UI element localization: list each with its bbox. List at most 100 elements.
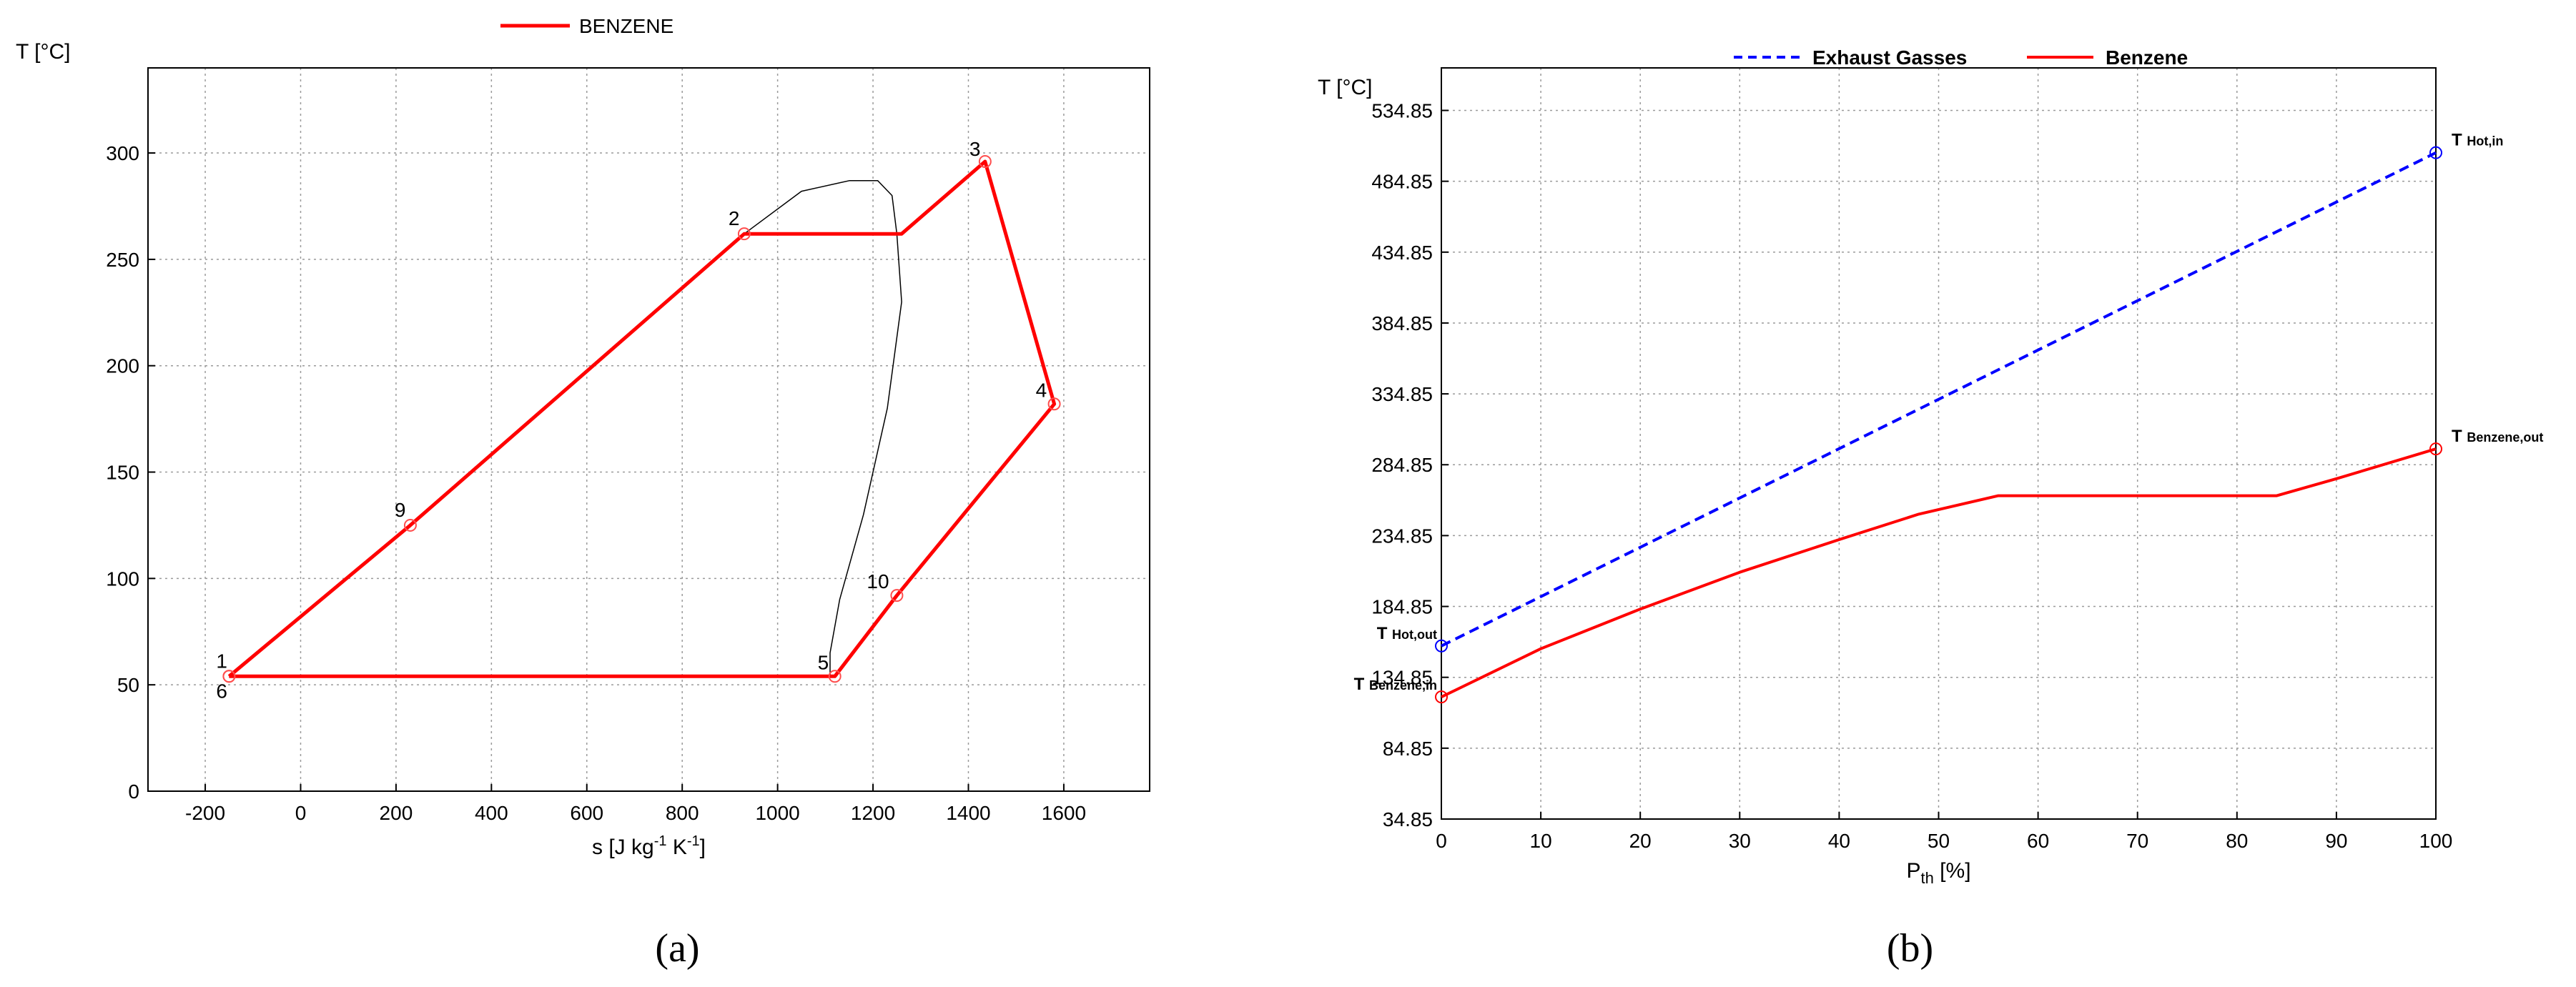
- panel-b-y-tick-label: 484.85: [1371, 171, 1433, 193]
- panel-b-endpoint-marker: [2429, 442, 2442, 456]
- panel-b-endpoint-label: T Benzene,in: [1354, 675, 1437, 694]
- panel-b-y-tick-label: 184.85: [1371, 596, 1433, 618]
- panel-b-endpoint-label-main: T: [2452, 131, 2467, 150]
- panel-a-point-label: 5: [818, 651, 829, 673]
- panel-b-x-tick-label: 10: [1530, 830, 1552, 852]
- panel-a-x-tick-label: 200: [380, 802, 413, 824]
- panel-b-endpoint-marker: [2429, 146, 2442, 159]
- panel-b-x-tick-label: 20: [1629, 830, 1652, 852]
- panel-a-series-saturation-curve: [228, 180, 902, 677]
- panel-a-point-label: 4: [1036, 379, 1047, 401]
- panel-b-x-tick-label: 100: [2419, 830, 2453, 852]
- panel-a-x-tick-label: 1600: [1042, 802, 1086, 824]
- panel-b-endpoint-label: T Hot,in: [2452, 131, 2503, 150]
- panel-a-series: [227, 159, 1057, 678]
- panel-a-point-label: 3: [969, 138, 981, 160]
- panel-a-point-label: 10: [867, 570, 889, 592]
- panel-a-x-axis-label: s [J kg-1 K-1]: [592, 833, 706, 859]
- panel-a-point-label: 9: [395, 499, 406, 521]
- panel-b-x-tick-label: 80: [2226, 830, 2248, 852]
- panel-a-point-marker: [828, 670, 842, 683]
- panel-a-series-benzene-cycle: [227, 159, 1057, 678]
- panel-a-x-tick-label: 1200: [851, 802, 895, 824]
- panel-a-point-label: 2: [729, 207, 740, 229]
- panel-a-y-tick-label: 300: [106, 142, 139, 164]
- panel-b-xlabel-sub: th: [1920, 869, 1933, 887]
- panel-a-x-tick-label: -200: [185, 802, 225, 824]
- panel-b-y-axis-label: T [°C]: [1318, 76, 1372, 99]
- panel-b-y-tick-label: 234.85: [1371, 525, 1433, 547]
- panel-b-y-tick-label: 534.85: [1371, 99, 1433, 121]
- panel-b-x-axis-label: Pth [%]: [1906, 859, 1970, 887]
- panel-a-legend-label-benzene: BENZENE: [579, 15, 673, 37]
- panel-a-point-label: 6: [216, 680, 227, 702]
- panel-b-endpoint-label-main: T: [1354, 675, 1369, 694]
- panel-a-x-tick-label: 1000: [755, 802, 799, 824]
- panel-b-endpoint-label-sub: Benzene,out: [2467, 430, 2543, 445]
- panel-a-x-tick-label: 400: [475, 802, 508, 824]
- panel-a-tick-labels: -200 0 200 400 600 800 1000 1200 1400 16000501001…: [106, 142, 1086, 824]
- panel-b-y-tick-label: 34.85: [1383, 808, 1433, 830]
- panel-a-x-tick-label: 0: [295, 802, 307, 824]
- panel-b-endpoint-label-main: T: [1377, 624, 1392, 643]
- panel-b-legend-label-benzene: Benzene: [2106, 46, 2188, 69]
- panel-b-x-tick-label: 30: [1729, 830, 1751, 852]
- panel-a-xlabel-sup1: -1: [654, 833, 667, 849]
- panel-a-point-label: 1: [216, 650, 227, 672]
- panel-b-y-tick-label: 284.85: [1371, 454, 1433, 476]
- panel-b-endpoint-marker: [1435, 639, 1448, 653]
- panel-a-x-tick-label: 800: [666, 802, 699, 824]
- panel-a-grid: [148, 68, 1150, 792]
- panel-b-endpoint-label-sub: Hot,in: [2467, 134, 2503, 149]
- panel-a-y-tick-label: 200: [106, 355, 139, 377]
- panel-b-x-tick-label: 40: [1828, 830, 1850, 852]
- panel-b-y-tick-label: 334.85: [1371, 383, 1433, 405]
- panel-a-x-tick-label: 1400: [946, 802, 990, 824]
- panel-a-xlabel-sup2: -1: [687, 833, 700, 849]
- panel-b-caption: (b): [1887, 926, 1933, 971]
- panel-b-series-benzene: [1441, 447, 2437, 698]
- panel-b-xlabel-main: P: [1906, 859, 1920, 883]
- panel-a-caption-text: (a): [655, 926, 699, 971]
- panel-b-grid: [1441, 68, 2437, 820]
- panel-b-y-tick-label: 434.85: [1371, 242, 1433, 264]
- panel-a-y-axis-label: T [°C]: [16, 40, 70, 64]
- panel-b-plot-frame: [1441, 67, 2437, 820]
- panel-a-plot-frame: [147, 67, 1150, 792]
- panel-b-endpoint-label: T Hot,out: [1377, 624, 1437, 643]
- panel-b-caption-text: (b): [1887, 926, 1933, 971]
- panel-b-x-tick-label: 50: [1928, 830, 1950, 852]
- panel-b-endpoint-marker: [1435, 690, 1448, 704]
- panel-a-caption: (a): [655, 926, 699, 971]
- panel-a-y-tick-label: 100: [106, 567, 139, 590]
- panel-a-x-tick-label: 600: [570, 802, 603, 824]
- panel-a-y-tick-label: 50: [117, 674, 139, 696]
- panel-a-y-tick-label: 250: [106, 249, 139, 271]
- panel-a-legend: BENZENE: [500, 15, 673, 37]
- panel-b-legend: Exhaust Gasses Benzene: [1734, 46, 2188, 69]
- panel-a-point-marker: [890, 589, 904, 602]
- panel-a-point-marker: [222, 670, 236, 683]
- panel-a-xlabel-end: ]: [700, 835, 706, 859]
- panel-a-y-tick-label: 150: [106, 462, 139, 484]
- panel-b-endpoint-label: T Benzene,out: [2452, 427, 2543, 446]
- panel-a-xlabel-mid: K: [667, 835, 687, 859]
- panel-b-endpoint-label-sub: Hot,out: [1392, 628, 1437, 642]
- panel-b-xlabel-end: [%]: [1934, 859, 1971, 883]
- panel-b-x-tick-label: 90: [2325, 830, 2347, 852]
- panel-a-point-marker: [403, 518, 417, 532]
- panel-b-series-exhaust-gasses: [1441, 151, 2437, 648]
- panel-a-point-marker: [737, 227, 751, 241]
- panel-b-x-tick-label: 60: [2027, 830, 2049, 852]
- panel-b-y-tick-label: 84.85: [1383, 738, 1433, 760]
- panel-a-y-tick-label: 0: [128, 780, 139, 803]
- panel-a-point-marker: [1047, 397, 1061, 411]
- panel-b-endpoint-label-main: T: [2452, 427, 2467, 446]
- panel-b-endpoint-label-sub: Benzene,in: [1369, 678, 1437, 693]
- panel-b-y-tick-label: 134.85: [1371, 667, 1433, 689]
- panel-b-y-tick-label: 384.85: [1371, 312, 1433, 334]
- panel-b-series: [1435, 146, 2442, 704]
